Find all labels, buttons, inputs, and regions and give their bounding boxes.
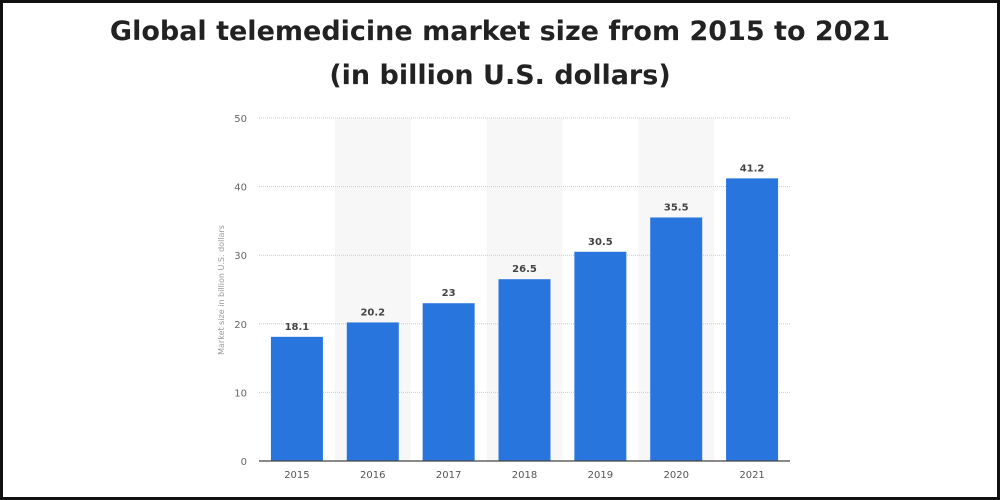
chart-title: Global telemedicine market size from 201…	[0, 10, 1000, 98]
bar	[726, 178, 779, 462]
x-tick-label: 2019	[588, 470, 613, 481]
y-tick-label: 10	[234, 388, 247, 399]
data-label: 18.1	[285, 322, 310, 333]
bar	[574, 251, 627, 461]
y-axis-label: Market size in billion U.S. dollars	[217, 225, 226, 355]
data-label: 30.5	[588, 237, 613, 248]
subtitle-line: (in billion U.S. dollars)	[329, 60, 671, 91]
x-tick-label: 2017	[436, 470, 461, 481]
bar	[650, 217, 703, 461]
x-tick-label: 2016	[360, 470, 385, 481]
bar	[422, 303, 475, 461]
x-tick-label: 2015	[284, 470, 309, 481]
y-tick-label: 30	[234, 251, 247, 262]
data-label: 23	[442, 288, 456, 299]
data-label: 26.5	[512, 264, 537, 275]
data-label: 35.5	[664, 202, 689, 213]
y-tick-label: 40	[234, 183, 247, 194]
title-line: Global telemedicine market size from 201…	[109, 16, 891, 47]
data-label: 20.2	[360, 307, 385, 318]
bar	[498, 279, 551, 461]
x-tick-label: 2020	[663, 470, 688, 481]
y-tick-label: 20	[234, 320, 247, 331]
y-tick-label: 0	[241, 457, 247, 468]
x-tick-label: 2018	[512, 470, 537, 481]
x-tick-label: 2021	[739, 470, 764, 481]
data-label: 41.2	[740, 163, 765, 174]
y-tick-label: 50	[234, 114, 247, 125]
bar	[346, 322, 399, 461]
bar	[270, 336, 323, 461]
